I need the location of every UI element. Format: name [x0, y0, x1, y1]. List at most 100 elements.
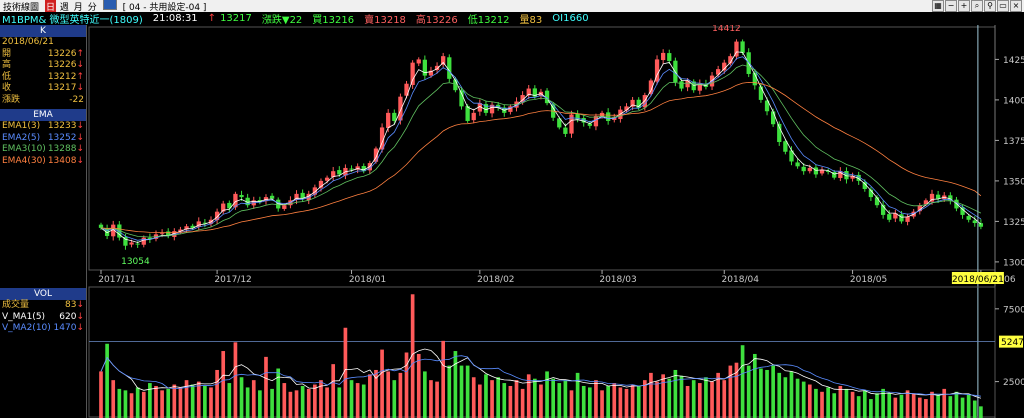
- volume-bar: [239, 377, 244, 418]
- candle-body: [966, 216, 971, 220]
- vol-section-header: VOL: [0, 288, 86, 300]
- volume-bar: [655, 381, 659, 418]
- x-tick-label: 2017/11: [98, 275, 135, 285]
- volume-bar: [685, 385, 690, 418]
- volume-bar: [594, 380, 598, 418]
- volume-bar: [490, 380, 494, 418]
- volume-bar: [227, 383, 232, 418]
- volume-bar: [111, 380, 116, 418]
- volume-bar: [459, 365, 464, 418]
- volume-bar: [551, 378, 555, 418]
- volume-bar: [129, 393, 134, 418]
- volume-bar: [936, 394, 940, 418]
- volume-value: 量83: [519, 15, 543, 26]
- candle-body: [434, 65, 440, 71]
- volume-bar: [410, 294, 415, 418]
- volume-bar: [215, 369, 219, 418]
- ask-price: 賣13218: [364, 15, 406, 26]
- candle-body: [489, 104, 495, 114]
- candle-body: [135, 243, 140, 245]
- volume-bar: [288, 391, 293, 418]
- volume-bar: [826, 387, 830, 418]
- zoom-icon[interactable]: ⌕: [971, 0, 983, 12]
- info-panel: K 2018/06/21 開 13226↑ 高 13226↓ 低 13212↑ 收 13217…: [0, 25, 87, 418]
- volume-reference-box: [999, 335, 1023, 348]
- volume-bar: [184, 380, 189, 418]
- volume-bar: [972, 400, 977, 418]
- period-dropdown[interactable]: [102, 0, 117, 10]
- cursor-date-label: 2018/06/21: [952, 275, 1004, 285]
- k-date-row: 2018/06/21: [0, 37, 86, 49]
- volume-bar: [166, 388, 171, 418]
- candle-body: [838, 171, 843, 178]
- price-y-tick-label: 13250: [1003, 218, 1024, 228]
- layout-icon[interactable]: ▦: [932, 0, 944, 12]
- min-price-label: 13054: [121, 257, 150, 267]
- candle-body: [856, 174, 861, 181]
- volume-bar: [844, 388, 849, 418]
- volume-bar: [569, 390, 574, 418]
- candle-body: [654, 59, 660, 82]
- volume-bar: [105, 343, 109, 418]
- period-month-button[interactable]: 月: [73, 3, 83, 13]
- volume-bar: [667, 378, 672, 418]
- volume-bar: [832, 393, 837, 418]
- volume-pane: 7500 2500 5247: [88, 286, 1024, 418]
- volume-bar: [697, 383, 702, 418]
- volume-bar: [924, 399, 928, 418]
- candle-body: [923, 200, 929, 205]
- candle-body: [526, 88, 531, 96]
- volume-bar: [789, 371, 794, 418]
- period-minute-button[interactable]: 分: [87, 3, 97, 13]
- price-y-tick-label: 13500: [1003, 177, 1024, 187]
- up-arrow-icon: ↑: [76, 48, 84, 59]
- period-week-button[interactable]: 週: [59, 3, 69, 13]
- window-title: 技術線圖: [3, 2, 40, 13]
- vol-1-value: 620↓: [59, 311, 84, 322]
- chart-area[interactable]: 14250 14000 13750 13500 13250 13000 2017/11 201…: [87, 25, 1024, 418]
- candle-body: [306, 193, 311, 201]
- volume-bar: [331, 364, 336, 418]
- k-2-value: 13212↑: [47, 71, 84, 82]
- candle-body: [98, 224, 104, 228]
- ema-1-value: 13252↓: [47, 132, 84, 143]
- minus-icon[interactable]: −: [945, 0, 957, 12]
- candle-body: [770, 111, 776, 125]
- candle-body: [190, 225, 195, 228]
- low-price: 低13212: [467, 15, 510, 26]
- volume-bar: [471, 377, 476, 418]
- candle-body: [355, 166, 360, 170]
- k-1-label: 高: [2, 60, 12, 70]
- candle-body: [129, 242, 134, 245]
- volume-bar: [325, 387, 329, 418]
- volume-bar: [526, 374, 531, 418]
- candle-body: [948, 195, 953, 201]
- period-day-button[interactable]: 日: [45, 0, 57, 13]
- volume-bar: [172, 384, 177, 418]
- candle-body: [257, 200, 263, 202]
- candle-body: [850, 176, 855, 179]
- candle-body: [716, 69, 721, 75]
- symbol-name: M1BPM& 微型英特近一(1809): [2, 15, 143, 26]
- close-icon[interactable]: ×: [1010, 0, 1022, 12]
- setting-selector[interactable]: [ 04 - 共用設定-04 ]: [122, 2, 207, 13]
- candle-body: [361, 165, 366, 172]
- x-tick-label: 2018/01: [349, 275, 386, 285]
- candle-body: [318, 180, 324, 188]
- down-arrow-icon: ↓: [76, 60, 84, 70]
- restore-icon[interactable]: ▭: [997, 0, 1009, 12]
- candle-body: [679, 81, 684, 89]
- candle-body: [123, 236, 128, 246]
- volume-bar: [539, 384, 543, 418]
- ema-2-row: EMA3(10) 13288↓: [0, 144, 86, 156]
- candle-body: [685, 80, 690, 88]
- search-icon[interactable]: ⚲: [984, 0, 996, 12]
- k-0-label: 開: [2, 48, 12, 59]
- plus-icon[interactable]: +: [958, 0, 970, 12]
- ema2-line: [100, 56, 982, 241]
- volume-bar: [624, 388, 629, 418]
- candle-body: [868, 189, 874, 198]
- volume-bar: [618, 387, 623, 418]
- candle-body: [887, 214, 892, 220]
- volume-bar: [355, 383, 360, 418]
